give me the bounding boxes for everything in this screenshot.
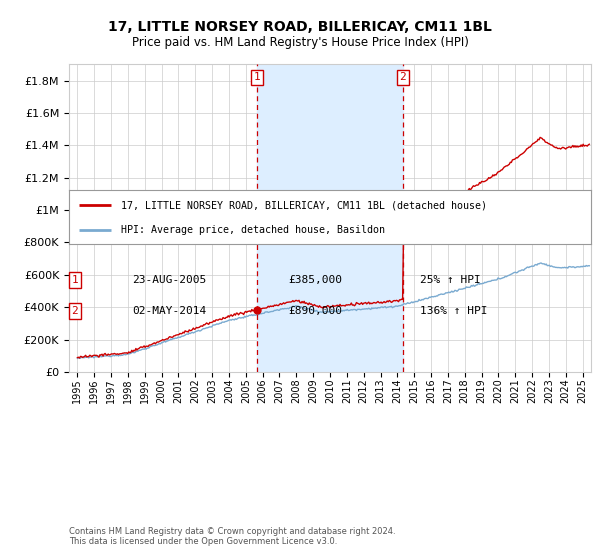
Text: £890,000: £890,000 [288, 306, 342, 316]
Text: 25% ↑ HPI: 25% ↑ HPI [420, 275, 481, 285]
Text: 17, LITTLE NORSEY ROAD, BILLERICAY, CM11 1BL: 17, LITTLE NORSEY ROAD, BILLERICAY, CM11… [108, 20, 492, 34]
Point [252, 305, 262, 314]
Bar [257, 64, 403, 372]
Text: 2: 2 [400, 72, 406, 82]
Text: Contains HM Land Registry data © Crown copyright and database right 2024.
This d: Contains HM Land Registry data © Crown c… [69, 526, 395, 546]
Text: Price paid vs. HM Land Registry's House Price Index (HPI): Price paid vs. HM Land Registry's House … [131, 36, 469, 49]
Point [398, 223, 408, 232]
Text: 1: 1 [71, 275, 79, 285]
Text: 136% ↑ HPI: 136% ↑ HPI [420, 306, 487, 316]
Text: 1: 1 [253, 72, 260, 82]
Text: HPI: Average price, detached house, Basildon: HPI: Average price, detached house, Basi… [121, 225, 385, 235]
Text: £385,000: £385,000 [288, 275, 342, 285]
Text: 23-AUG-2005: 23-AUG-2005 [132, 275, 206, 285]
Text: 02-MAY-2014: 02-MAY-2014 [132, 306, 206, 316]
Text: 2: 2 [71, 306, 79, 316]
Text: 17, LITTLE NORSEY ROAD, BILLERICAY, CM11 1BL (detached house): 17, LITTLE NORSEY ROAD, BILLERICAY, CM11… [121, 200, 487, 211]
